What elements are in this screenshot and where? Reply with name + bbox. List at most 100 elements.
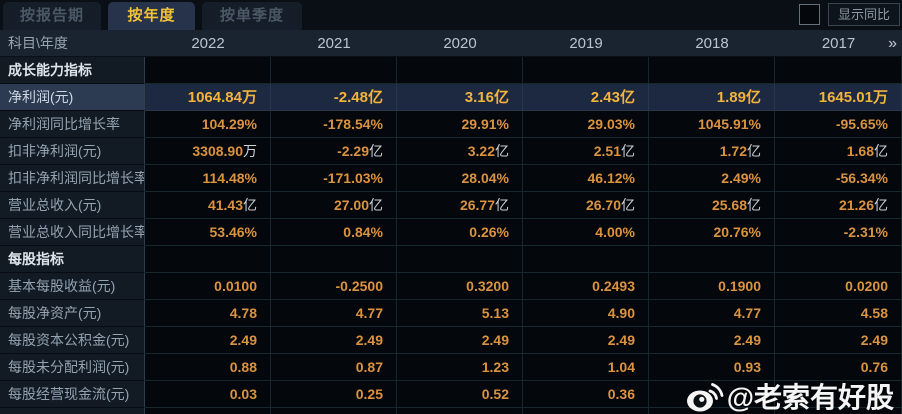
value-cell [397,408,523,414]
value-cell: 104.29% [145,111,271,138]
value-cell: 29.91% [397,111,523,138]
value-cell [649,381,775,408]
value-number: -2.29 [337,143,369,159]
value-number: 21.26 [838,197,874,213]
value-cell: 0.0200 [775,273,902,300]
value-unit: 万 [872,89,888,106]
section-row: 成长能力指标 [0,57,902,84]
value-number: 1.23 [481,359,509,375]
value-number: 4.77 [355,305,383,321]
value-cell: 2.51亿 [523,138,649,165]
value-cell: 2.49% [649,165,775,192]
value-unit: 亿 [747,143,761,159]
value-cell: 2.43亿 [523,84,649,111]
value-number: -56.34% [835,170,888,186]
value-unit: 亿 [747,197,761,213]
value-number: 2.49 [733,332,761,348]
value-cell: 5.13 [397,300,523,327]
table-row: 每股资本公积金(元) 2.49 2.49 2.49 2.49 2.49 2.49 [0,327,902,354]
value-number: 5.13 [481,305,509,321]
value-cell: 0.76 [775,354,902,381]
year-header-2019: 2019 [569,35,603,52]
partial-row [0,408,902,414]
value-number: 20.76% [713,224,761,240]
value-cell: 0.93 [649,354,775,381]
row-label: 每股指标 [0,246,145,273]
row-label: 每股未分配利润(元) [0,354,145,381]
value-cell: -171.03% [271,165,397,192]
row-label: 基本每股收益(元) [0,273,145,300]
value-cell: 4.77 [271,300,397,327]
value-cell: 0.1900 [649,273,775,300]
value-cell [271,408,397,414]
value-number: 27.00 [333,197,369,213]
value-cell: 4.58 [775,300,902,327]
value-cell [145,246,271,273]
year-header-2018: 2018 [695,35,729,52]
value-cell [271,246,397,273]
value-number: 114.48% [202,170,258,186]
value-cell [775,246,902,273]
value-cell: 2.49 [775,327,902,354]
tab-by-report-period[interactable]: 按报告期 [3,2,101,30]
value-cell: 0.2493 [523,273,649,300]
value-cell: 26.77亿 [397,192,523,219]
table-row: 每股净资产(元) 4.78 4.77 5.13 4.90 4.77 4.58 [0,300,902,327]
value-cell: 21.26亿 [775,192,902,219]
value-unit: 亿 [745,89,761,106]
value-cell [523,246,649,273]
value-number: 2.49 [229,332,257,348]
value-cell: 29.03% [523,111,649,138]
year-header-2020: 2020 [443,35,477,52]
value-number: 0.52 [481,386,509,402]
value-number: 2.43 [590,89,620,106]
value-cell: 53.46% [145,219,271,246]
value-number: 0.03 [229,386,257,402]
more-years-icon[interactable]: » [888,35,897,52]
tab-by-year[interactable]: 按年度 [108,2,195,30]
value-number: 3.22 [467,143,495,159]
value-cell: 1645.01万 [775,84,902,111]
value-unit: 亿 [874,197,888,213]
value-cell: 0.84% [271,219,397,246]
value-cell: 25.68亿 [649,192,775,219]
show-yoy-button[interactable]: 显示同比 [827,3,900,26]
value-cell: 2.49 [397,327,523,354]
row-label: 营业总收入同比增长率 [0,219,145,246]
value-cell: 1.23 [397,354,523,381]
show-yoy-checkbox[interactable] [798,4,820,25]
value-number: 1.04 [607,359,635,375]
yoy-controls: 显示同比 [798,3,900,26]
value-number: 53.46% [209,224,257,240]
value-number: 0.36 [607,386,635,402]
value-number: 1.89 [716,89,746,106]
value-number: 26.70 [585,197,621,213]
value-cell: 0.25 [271,381,397,408]
tab-by-quarter[interactable]: 按单季度 [202,2,302,30]
value-number: 0.0100 [214,278,257,294]
value-number: 1064.84 [187,89,242,106]
value-cell: 1.68亿 [775,138,902,165]
value-number: -2.31% [843,224,888,240]
value-number: -2.48 [333,89,368,106]
value-cell [649,246,775,273]
value-number: 0.2493 [592,278,635,294]
value-cell [397,246,523,273]
row-label: 净利润同比增长率 [0,111,145,138]
value-unit: 万 [243,143,257,159]
value-number: 2.49 [607,332,635,348]
corner-label: 科目\年度 [8,35,68,51]
value-cell: 0.26% [397,219,523,246]
value-cell: 2.49 [523,327,649,354]
value-number: 4.58 [860,305,888,321]
value-number: 0.76 [860,359,888,375]
value-number: -178.54% [323,116,383,132]
table-row: 每股未分配利润(元) 0.88 0.87 1.23 1.04 0.93 0.76 [0,354,902,381]
value-number: 28.04% [461,170,509,186]
value-number: 4.90 [607,305,635,321]
value-cell [145,408,271,414]
value-number: 4.00% [595,224,635,240]
value-cell [649,57,775,84]
value-number: 26.77 [459,197,495,213]
